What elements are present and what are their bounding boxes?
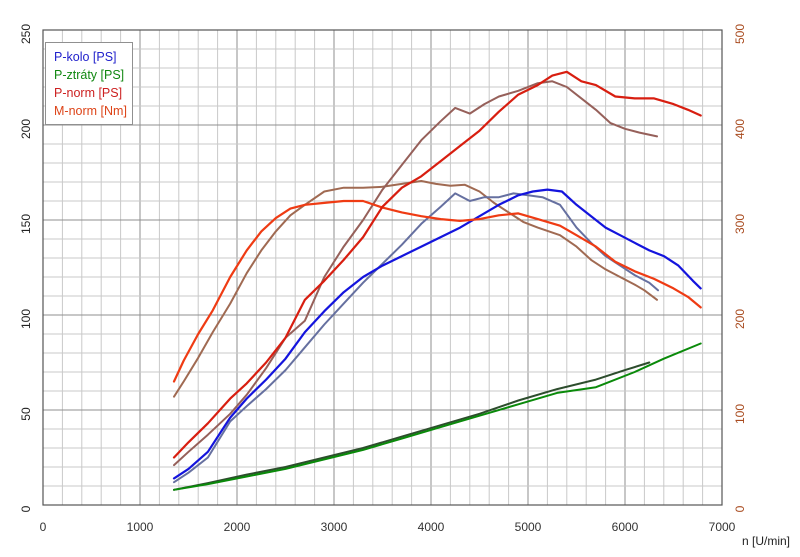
x-tick-label: 5000 — [515, 520, 542, 534]
curve-M-norm-run2 — [173, 180, 658, 398]
plot-border — [42, 29, 723, 506]
curve-P-norm-run2 — [173, 80, 658, 467]
legend-item-0: P-kolo [PS] — [54, 50, 117, 64]
x-tick-label: 0 — [40, 520, 47, 534]
curve-P-kolo-run2 — [173, 192, 659, 484]
legend-item-3: M-norm [Nm] — [54, 104, 127, 118]
curve-P-norm-run1 — [172, 70, 702, 459]
y-left-tick-label: 100 — [19, 309, 33, 329]
legend-item-2: P-norm [PS] — [54, 86, 123, 100]
y-right-tick-label: 500 — [733, 24, 747, 44]
y-right-tick-label: 400 — [733, 119, 747, 139]
legend-box: P-kolo [PS] P-ztráty [PS] P-norm [PS] M-nor… — [45, 42, 133, 125]
y-right-tick-label: 0 — [733, 505, 747, 512]
y-left-tick-label: 50 — [19, 407, 33, 421]
x-tick-label: 1000 — [127, 520, 154, 534]
y-left-tick-label: 150 — [19, 214, 33, 234]
curve-M-norm-run1 — [172, 199, 702, 383]
x-tick-label: 7000 — [709, 520, 736, 534]
y-right-tick-label: 300 — [733, 214, 747, 234]
curve-P-ztraty-run2 — [173, 361, 651, 491]
x-tick-label: 2000 — [224, 520, 251, 534]
curve-P-ztraty-run1 — [173, 342, 702, 491]
x-tick-label: 3000 — [321, 520, 348, 534]
y-left-tick-label: 0 — [19, 505, 33, 512]
curve-P-kolo-run1 — [172, 188, 702, 480]
y-left-tick-label: 250 — [19, 24, 33, 44]
x-axis-title: n [U/min] — [741, 534, 790, 548]
y-left-tick-label: 200 — [19, 119, 33, 139]
y-right-tick-label: 100 — [733, 404, 747, 424]
x-tick-label: 4000 — [418, 520, 445, 534]
legend-item-1: P-ztráty [PS] — [54, 68, 125, 82]
y-right-tick-label: 200 — [733, 309, 747, 329]
x-tick-label: 6000 — [612, 520, 639, 534]
